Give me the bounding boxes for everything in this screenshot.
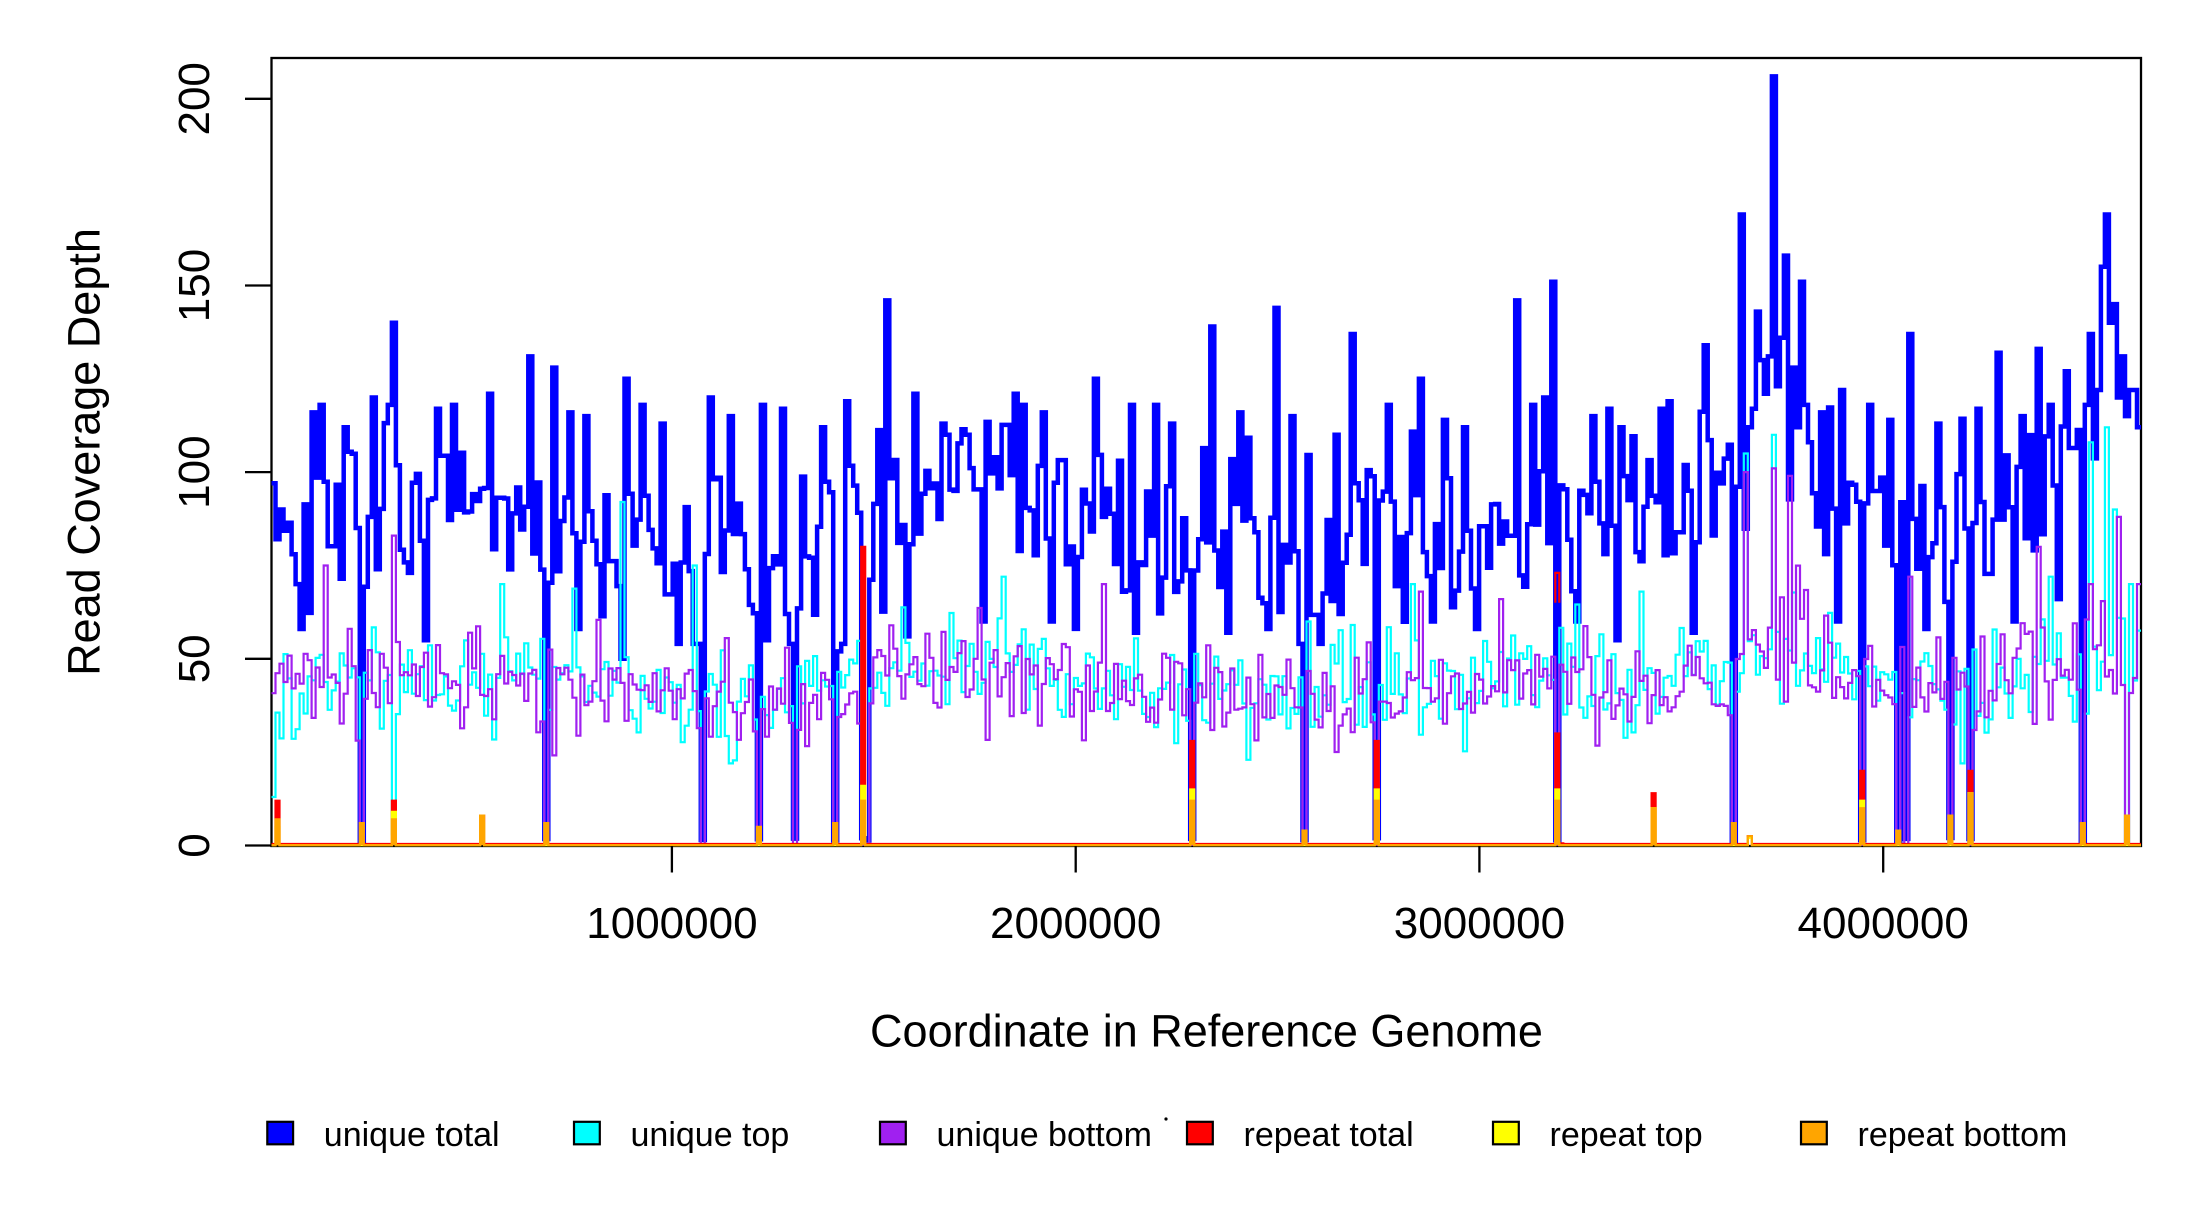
svg-text:150: 150: [170, 249, 219, 322]
svg-text:Read Coverage Depth: Read Coverage Depth: [59, 228, 110, 676]
svg-text:3000000: 3000000: [1394, 899, 1565, 948]
svg-text:50: 50: [170, 634, 219, 683]
svg-text:unique top: unique top: [631, 1116, 790, 1154]
svg-text:repeat bottom: repeat bottom: [1858, 1116, 2068, 1154]
svg-text:0: 0: [170, 833, 219, 857]
svg-text:1000000: 1000000: [586, 899, 757, 948]
svg-text:repeat top: repeat top: [1550, 1116, 1703, 1154]
svg-text:4000000: 4000000: [1798, 899, 1969, 948]
svg-text:unique total: unique total: [324, 1116, 500, 1154]
svg-text:100: 100: [170, 435, 219, 508]
svg-text:repeat total: repeat total: [1244, 1116, 1414, 1154]
svg-text:unique bottom: unique bottom: [937, 1116, 1153, 1154]
svg-text:Coordinate in Reference Genome: Coordinate in Reference Genome: [870, 1006, 1543, 1057]
svg-text:2000000: 2000000: [990, 899, 1161, 948]
svg-text:200: 200: [170, 62, 219, 135]
